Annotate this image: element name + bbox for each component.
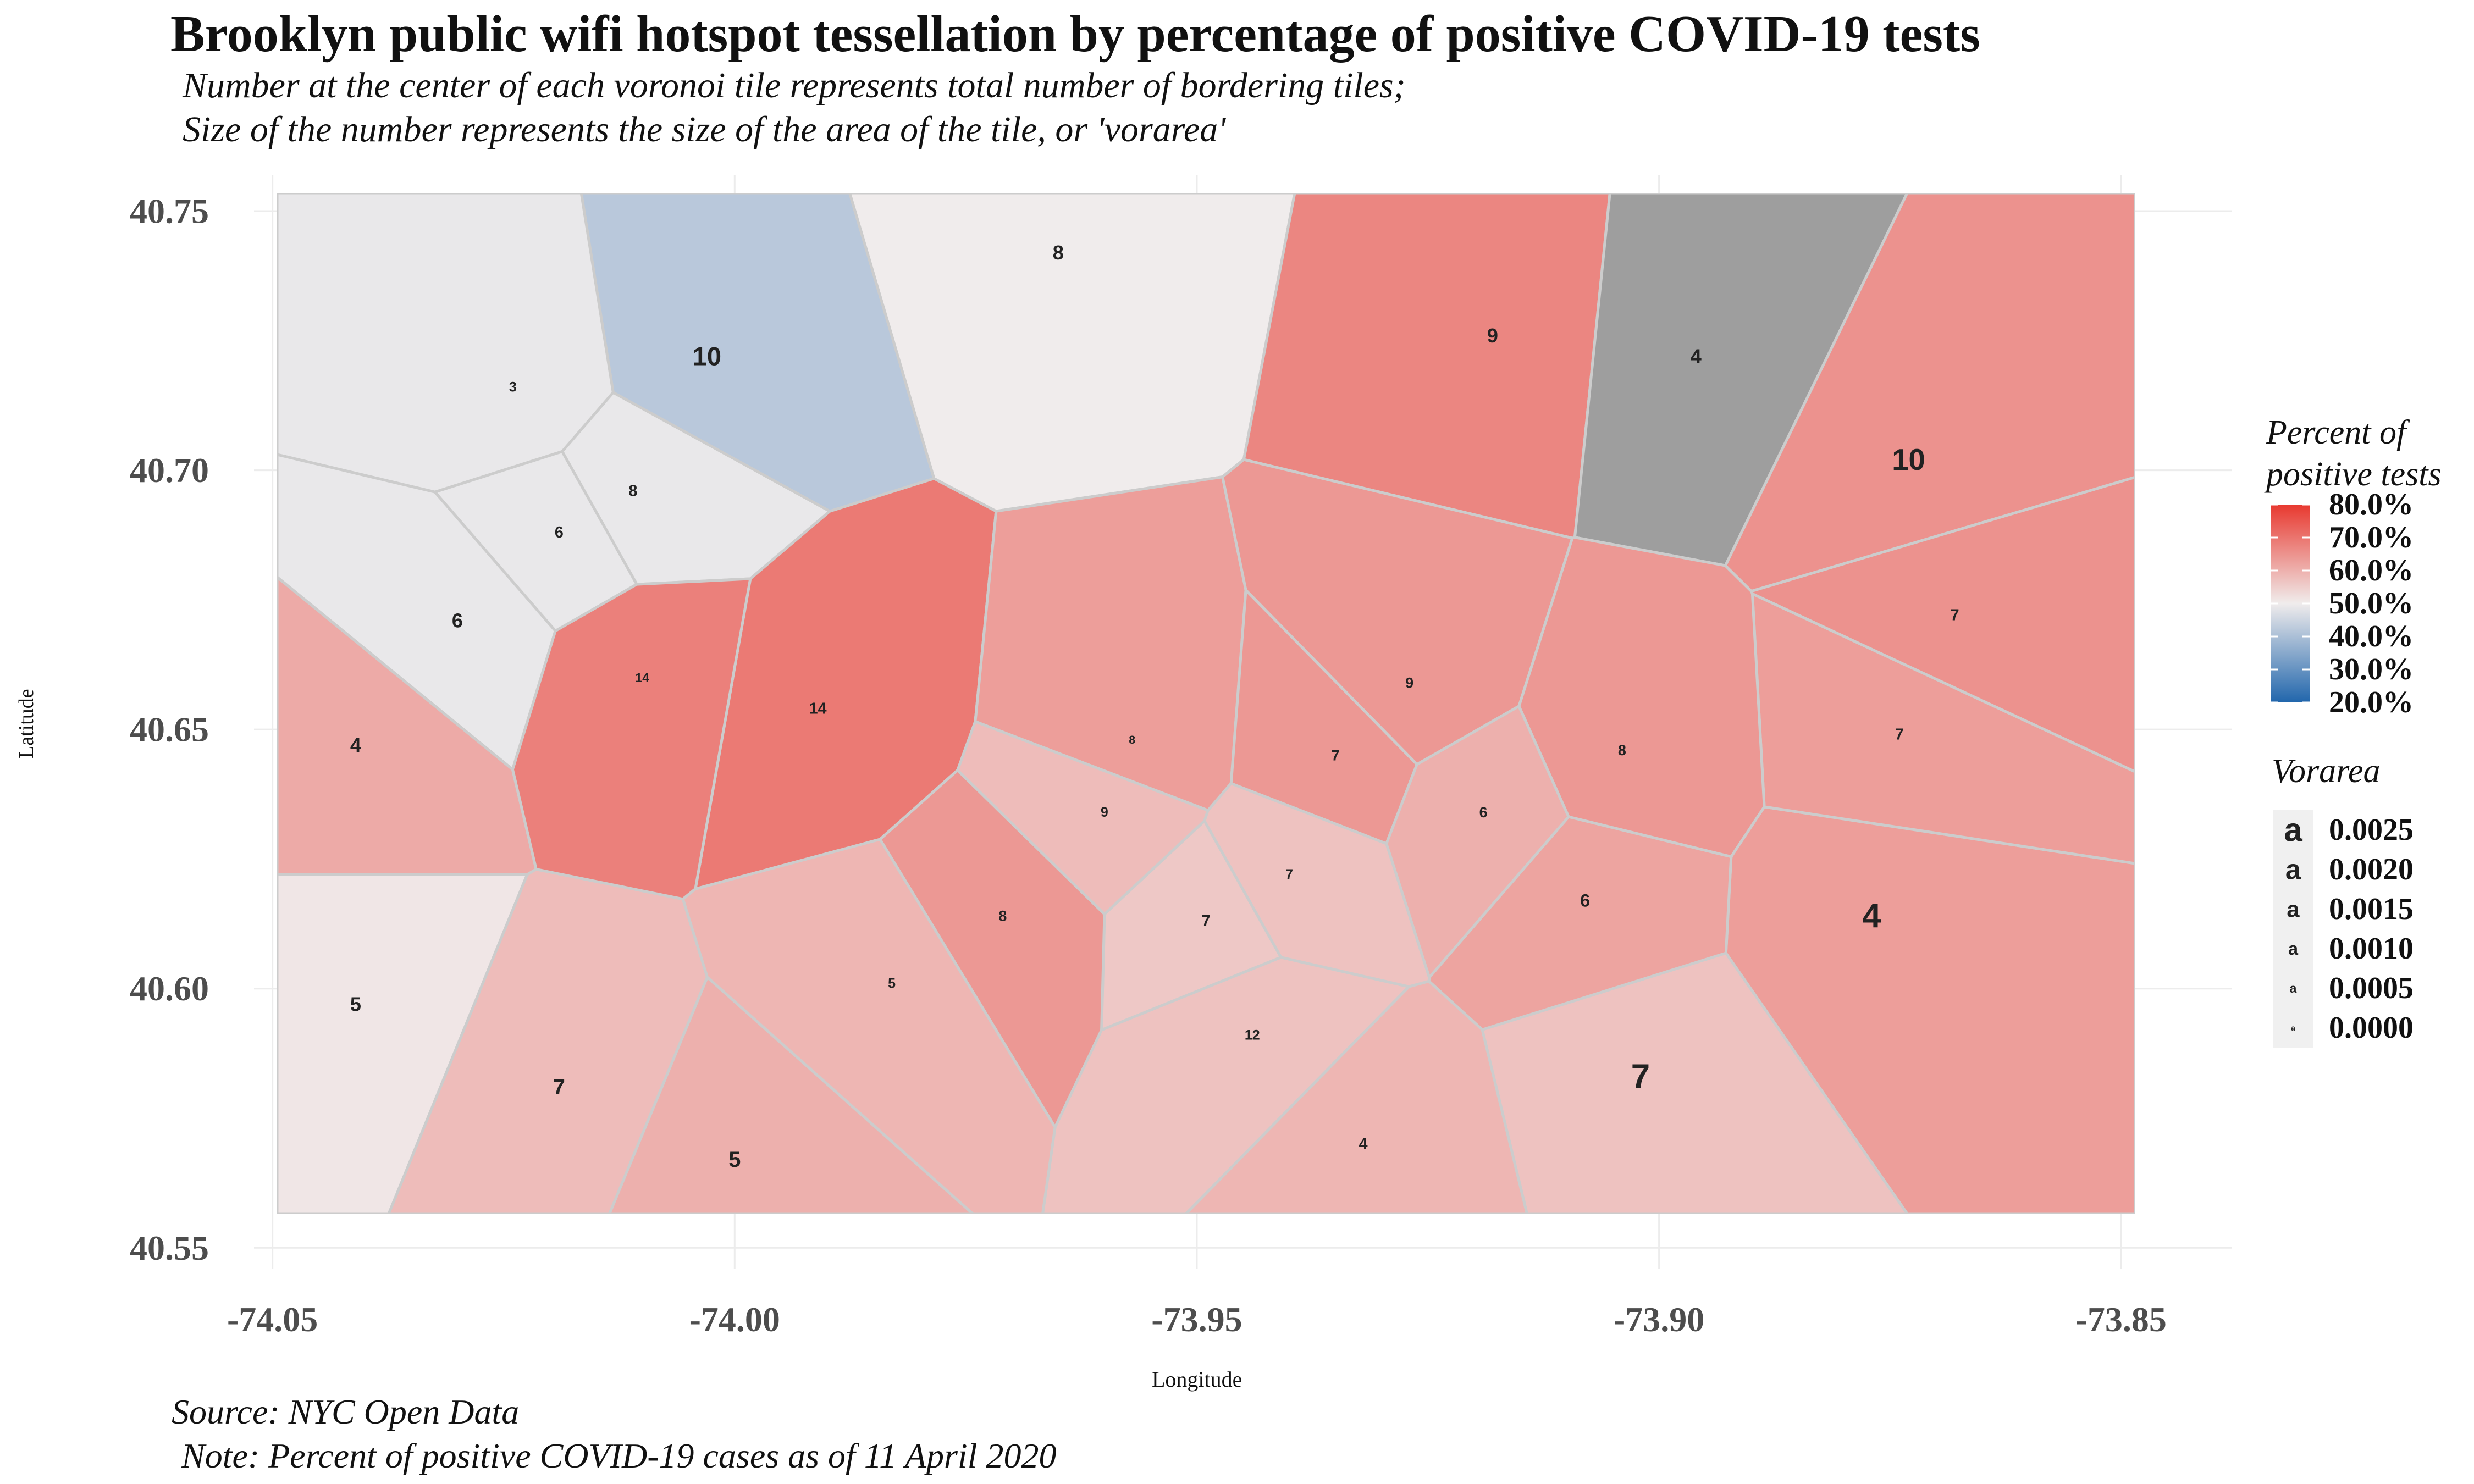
legend-fill-label: 20.0% [2329,685,2414,719]
legend-fill-label: 40.0% [2329,619,2414,654]
tile-label: 7 [553,1075,565,1099]
tile-label: 9 [1487,324,1498,347]
chart-subtitle-line-2: Size of the number represents the size o… [183,109,1226,149]
x-tick-label: -74.05 [227,1300,318,1339]
voronoi-tile [277,193,615,494]
tile-label: 7 [1895,726,1904,744]
legend-size-glyph: a [2291,1023,2295,1032]
tile-label: 9 [1101,805,1108,820]
x-tick-label: -73.90 [1614,1300,1704,1339]
legend-size-glyph: a [2290,981,2298,995]
legend-size-glyph: a [2285,854,2301,885]
tile-label: 4 [1691,345,1702,368]
legend-fill-label: 50.0% [2329,586,2414,621]
tile-label: 10 [1892,443,1925,477]
legend-fill-title-line-2: positive tests [2266,456,2442,493]
tile-label: 9 [1405,674,1413,691]
tile-label: 7 [1285,867,1293,882]
tile-label: 8 [998,908,1007,924]
voronoi-tile [511,577,752,901]
tile-label: 14 [635,671,649,685]
y-tick-label: 40.70 [130,451,209,490]
tile-label: 4 [1862,897,1881,935]
tile-label: 6 [1479,804,1488,821]
tile-label: 8 [1618,742,1626,758]
legend-fill-title-line-1: Percent of [2266,414,2406,451]
legend-size-glyph: a [2287,896,2300,922]
legend: 80.0%70.0%60.0%50.0%40.0%30.0%20.0% a 0.00… [2271,488,2414,1048]
tile-label: 6 [555,524,564,541]
y-tick-label: 40.65 [130,710,209,749]
tile-label: 5 [350,993,361,1016]
legend-size-key-background [2273,810,2313,1048]
tile-label: 5 [888,976,896,991]
tile-label: 10 [693,342,721,371]
tile-label: 7 [1631,1058,1650,1096]
x-tick-label: -73.85 [2076,1300,2167,1339]
legend-size-label: 0.0000 [2329,1011,2414,1045]
legend-size-label: 0.0020 [2329,852,2414,887]
chart-title: Brooklyn public wifi hotspot tessellatio… [170,5,1980,63]
caption-source: Source: NYC Open Data [172,1392,520,1431]
y-tick-label: 40.60 [130,969,209,1008]
tile-label: 14 [809,700,827,717]
tile-label: 4 [1359,1136,1368,1153]
y-tick-label: 40.55 [130,1228,209,1267]
tile-label: 8 [1053,241,1064,264]
y-axis-ticks: 40.55 40.60 40.65 40.70 40.75 [130,192,209,1267]
tile-label: 12 [1245,1028,1260,1043]
tile-label: 5 [728,1148,741,1172]
x-tick-label: -73.95 [1151,1300,1242,1339]
legend-size-glyph: a [2288,939,2299,959]
tile-label: 3 [509,380,517,395]
x-tick-label: -74.00 [689,1300,780,1339]
chart-subtitle-line-1: Number at the center of each voronoi til… [183,65,1406,106]
tile-label: 6 [452,610,463,632]
x-axis-label: Longitude [1152,1367,1242,1392]
tile-label: 8 [1129,733,1135,746]
legend-size-label: 0.0010 [2329,932,2414,966]
tile-label: 7 [1202,912,1211,930]
tile-label: 6 [1580,890,1590,910]
caption-note: Note: Percent of positive COVID-19 cases… [181,1436,1057,1475]
legend-size-label: 0.0015 [2329,892,2414,926]
legend-fill-label: 60.0% [2329,553,2414,588]
voronoi-tile [1203,782,1431,988]
voronoi-tile [1517,536,1766,859]
tile-label: 7 [1951,607,1959,624]
legend-size-label: 0.0005 [2329,971,2414,1005]
legend-size-title: Vorarea [2272,752,2381,790]
legend-fill-label: 70.0% [2329,520,2414,555]
x-axis-ticks: -74.05 -74.00 -73.95 -73.90 -73.85 [227,1300,2167,1339]
legend-fill-label: 30.0% [2329,652,2414,686]
tile-label: 8 [628,482,637,500]
legend-size-glyph: a [2284,812,2302,849]
tile-neighbor-count-labels: 8 10 9 4 10 3 8 6 6 4 5 7 5 7 4 7 7 6 14 14 7 12 4 5 8 8 9 7 6 8 9 7 [350,241,1959,1172]
tile-label: 7 [1332,747,1340,763]
y-axis-label: Latitude [15,689,38,758]
legend-fill-label: 80.0% [2329,488,2414,522]
voronoi-tiles [277,193,2135,1214]
tile-label: 4 [350,734,361,756]
legend-size-label: 0.0025 [2329,813,2414,847]
y-tick-label: 40.75 [130,192,209,231]
